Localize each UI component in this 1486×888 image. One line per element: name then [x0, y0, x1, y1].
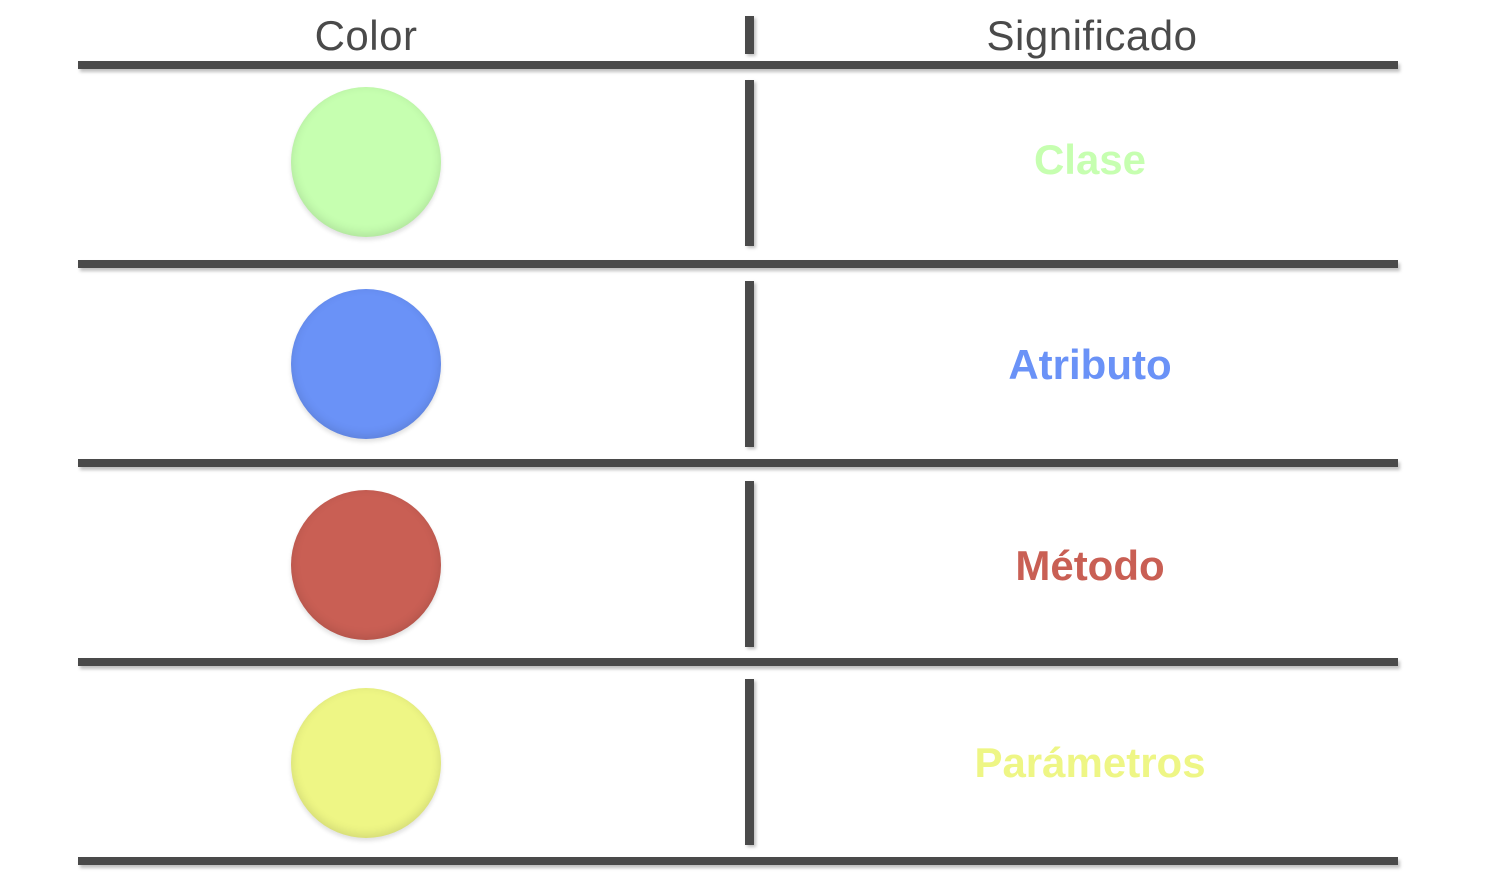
column-divider: [745, 281, 754, 447]
color-swatch-atributo: [291, 289, 441, 439]
column-divider: [745, 16, 754, 54]
color-swatch-clase: [291, 87, 441, 237]
meaning-column-header: Significado: [986, 12, 1198, 59]
meaning-label: Clase: [1033, 136, 1147, 183]
meaning-label: Atributo: [1008, 341, 1172, 388]
column-divider: [745, 80, 754, 246]
row-divider: [78, 459, 1398, 467]
meaning-label: Parámetros: [974, 739, 1206, 786]
color-swatch-metodo: [291, 490, 441, 640]
column-divider: [745, 481, 754, 647]
color-swatch-parametros: [291, 688, 441, 838]
row-divider: [78, 857, 1398, 865]
row-divider: [78, 658, 1398, 666]
row-divider: [78, 61, 1398, 69]
column-divider: [745, 679, 754, 845]
meaning-label: Método: [1015, 542, 1165, 589]
color-column-header: Color: [314, 12, 418, 59]
row-divider: [78, 260, 1398, 268]
